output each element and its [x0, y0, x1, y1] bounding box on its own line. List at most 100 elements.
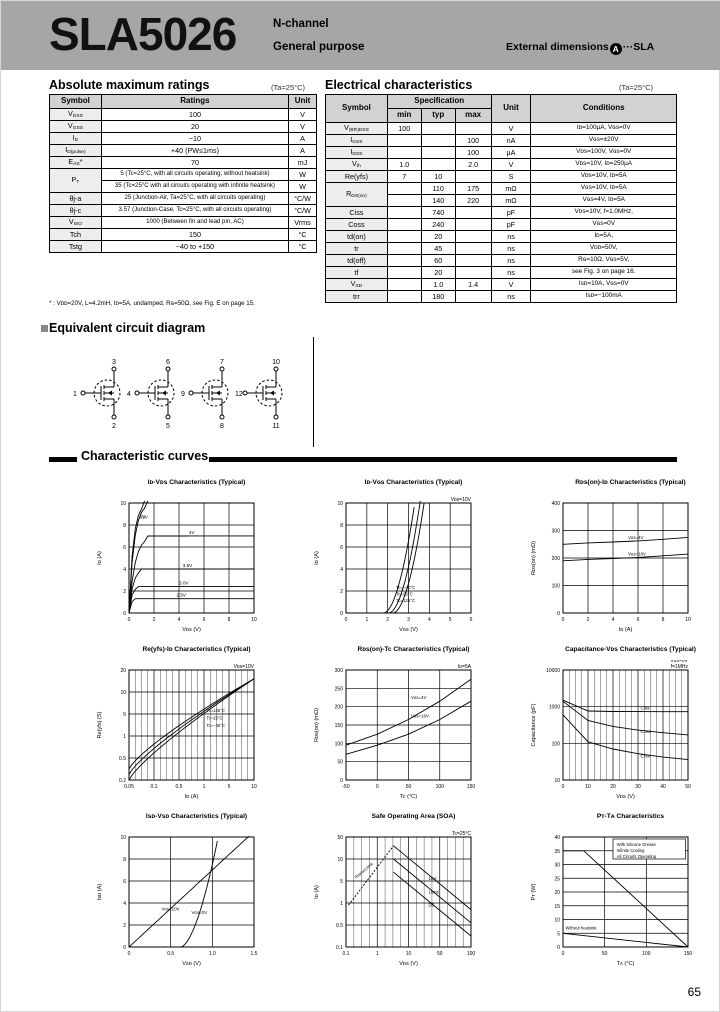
cell-typ: 20: [420, 230, 456, 243]
x-tick-label: 0.05: [124, 784, 134, 790]
table-row: ID −10 A: [49, 132, 317, 145]
y-axis-label: Capacitance (pF): [531, 703, 537, 746]
cell-max: [454, 230, 492, 243]
electrical-header-row-1: Symbol Specification Unit Conditions: [325, 94, 677, 123]
cell-symbol: tr: [325, 242, 388, 255]
x-tick-label: 100: [467, 951, 476, 957]
x-tick-label: 0: [562, 784, 565, 790]
y-tick-label: 6: [123, 879, 126, 885]
col-max: max: [454, 108, 492, 123]
cell-unit: mΩ: [490, 194, 532, 207]
cell-unit: V: [490, 122, 532, 135]
chart-annotation: f=1MHz: [671, 664, 689, 670]
y-tick-label: 10: [554, 918, 560, 924]
curve-Crss: [562, 714, 689, 761]
y-tick-label: 2: [123, 589, 126, 595]
curve-Tc=25°C: [128, 678, 255, 775]
cell-typ: 60: [420, 254, 456, 267]
col-symbol: Symbol: [49, 94, 102, 109]
pin-label-drain: 7: [220, 359, 224, 366]
chart-plot-area: -50 0 50 100 150 0 50 100 150 200 250 300 Tc (°C) Rᴅѕ…: [306, 660, 521, 812]
cell-min: [386, 182, 422, 195]
chart-plot-area: 0 2 4 6 8 10 0 100 200 300 400 Iᴅ (A) Rᴅѕ(on) (mΩ) Vɢ…: [523, 493, 720, 645]
ext-dim-text: External dimensions: [506, 41, 609, 53]
cell-symbol: td(off): [325, 254, 388, 267]
y-tick-label: 400: [552, 501, 561, 507]
curve-Ciss: [562, 699, 688, 713]
table-row: RDS(on) 110 175 mΩ Vɢѕ=10V, Iᴅ=5A: [325, 182, 677, 207]
pin-label-source: 8: [220, 423, 224, 430]
cell-symbol: RDS(on): [325, 182, 388, 207]
chart-annotation: Vᴅѕ=10V: [234, 664, 255, 670]
chart-plot-area: 0 50 100 150 0 5 10 15 20 25 30 35 40 Tᴀ (°C) Pᴛ (W) Wi…: [523, 827, 720, 979]
curve-3.0V: [128, 586, 254, 614]
y-axis-label: Iᴅ (A): [314, 885, 320, 899]
series-label: Tc=125°C: [207, 708, 225, 713]
x-tick-label: 100: [642, 951, 651, 957]
cell-max: [454, 242, 492, 255]
table-row: Tstg −40 to +150 °C: [49, 240, 317, 253]
x-tick-label: 5: [449, 617, 452, 623]
curve-Vɢѕ=4V: [562, 536, 689, 545]
circuit-svg: 1 3 2 4 6 5 9 7 8 12 10 11: [73, 359, 283, 430]
abs-max-temp-note: (Ta=25°C): [271, 83, 306, 92]
section-rule-left: [49, 457, 77, 462]
cell-unit: W: [288, 180, 317, 193]
y-tick-label: 0.5: [119, 756, 126, 762]
cell-min: [386, 146, 422, 159]
y-tick-label: 1000: [549, 705, 560, 711]
y-tick-label: 10: [120, 690, 126, 696]
package-badge-icon: A: [609, 43, 622, 55]
x-axis-label: Tc (°C): [400, 794, 417, 800]
cell-conditions: Vɢѕ=4V, Iᴅ=5A: [530, 194, 677, 207]
table-row: EAS* 70 mJ: [49, 156, 317, 169]
chart-id-vds: Iᴅ-Vᴅѕ Characteristics (Typical) 0 2 4 6 8 10 0…: [89, 479, 304, 647]
cell-max: [454, 206, 492, 219]
cell-typ: 110: [420, 182, 456, 195]
pin-label-gate: 9: [181, 391, 185, 398]
curve-Vɢѕ=4V: [345, 678, 472, 746]
series-label: Vɢѕ=4V: [411, 695, 427, 700]
y-tick-label: 5: [340, 879, 343, 885]
y-axis-label: Iѕᴅ (A): [97, 884, 103, 901]
chart-title: Iѕᴅ-Vѕᴅ Characteristics (Typical): [145, 813, 248, 820]
cell-unit: ns: [490, 266, 532, 279]
cell-rating: 5 (Tc=25°C, with all circuits operating,…: [100, 168, 290, 181]
y-tick-label: 0.1: [336, 945, 343, 951]
chart-plot-area: 0 1 2 3 4 5 6 0 2 4 6 8 10 Vɢѕ (V) Iᴅ (A) Vᴅѕ=10V Tc=−40…: [306, 493, 521, 645]
y-tick-label: 8: [340, 523, 343, 529]
y-tick-label: 1: [123, 734, 126, 740]
curve-4V: [128, 535, 254, 614]
curve-Tc=125°C: [128, 678, 255, 770]
cell-unit: Vrms: [288, 216, 317, 229]
cell-conditions: Vɢѕ=10V, Iᴅ=5A: [530, 182, 677, 195]
y-axis-label: Iᴅ (A): [314, 551, 320, 565]
y-tick-label: 10000: [546, 668, 560, 674]
series-label: Tc=25°C: [207, 716, 223, 721]
cell-unit: A: [288, 144, 317, 157]
legend-entry: All Circuits Operating: [617, 854, 657, 859]
y-tick-label: 100: [552, 584, 561, 590]
electrical-table: Symbol Specification Unit Conditions min…: [325, 94, 677, 303]
chart-plot-area: 0 2 4 6 8 10 0 2 4 6 8 10 Vᴅѕ (V) Iᴅ (A) 6V 5V 4V 3.5V 3.0…: [89, 493, 304, 645]
curve-1ms: [393, 845, 472, 910]
cell-unit: A: [288, 132, 317, 145]
chart-title: Pᴛ-Tᴀ Characteristics: [596, 813, 665, 820]
y-tick-label: 8: [123, 523, 126, 529]
x-tick-label: 0: [376, 784, 379, 790]
curve-5V: [128, 500, 149, 614]
col-ratings: Ratings: [100, 94, 290, 109]
chart-annotation: Vɢѕ=0V: [670, 660, 688, 664]
col-specification: Specification: [386, 94, 492, 109]
curve-2.5V: [128, 598, 254, 614]
pin-label-gate: 12: [235, 391, 243, 398]
cell-typ: 240: [420, 218, 456, 231]
series-label: 2.5V: [177, 593, 187, 598]
y-tick-label: 4: [123, 567, 126, 573]
series-label: Coss: [641, 729, 652, 734]
col-symbol: Symbol: [325, 94, 388, 123]
x-tick-label: 1.0: [209, 951, 216, 957]
cell-conditions: Vᴅѕ=10V, f=1.0MHz,: [530, 206, 677, 219]
cell-typ: [420, 158, 456, 171]
table-row: VSD 1.0 1.4 V Iѕᴅ=10A, Vɢѕ=0V: [325, 278, 677, 291]
